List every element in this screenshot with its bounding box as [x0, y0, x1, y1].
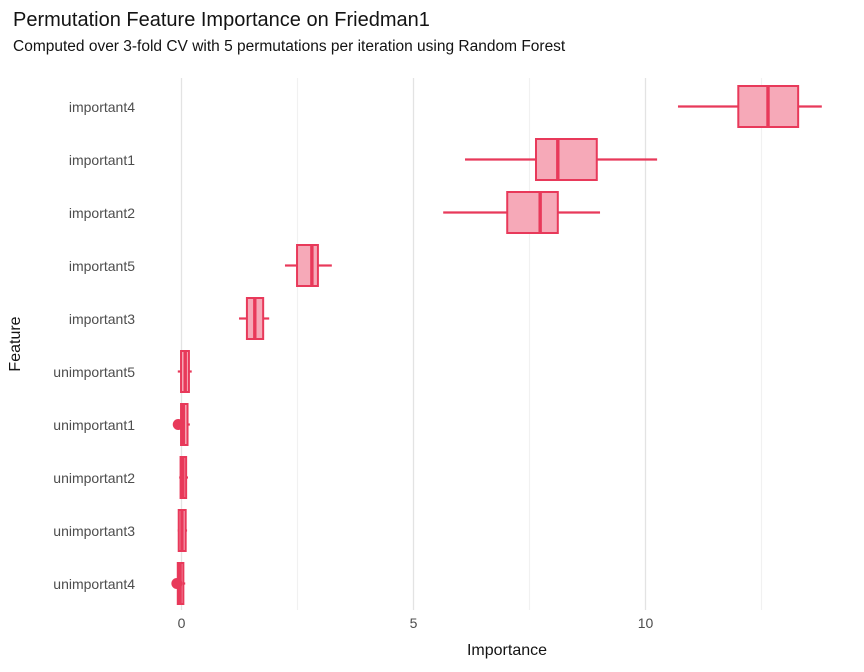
y-tick-label-unimportant5: unimportant5 [53, 363, 135, 380]
boxplot-important3 [239, 297, 270, 340]
y-tick-label-unimportant1: unimportant1 [53, 416, 135, 433]
y-tick-label-important2: important2 [68, 204, 135, 221]
x-tick-label: 0 [177, 615, 186, 631]
boxplot-unimportant4 [171, 562, 186, 605]
boxplot-unimportant1 [172, 403, 190, 446]
x-axis-title: Importance [466, 642, 548, 659]
boxplot-important4 [677, 85, 822, 128]
boxplot-unimportant3 [177, 509, 188, 552]
y-tick-label-important1: important1 [68, 151, 135, 168]
boxplot-important5 [284, 244, 332, 287]
x-tick-label: 5 [409, 615, 418, 631]
y-tick-label-important4: important4 [68, 98, 135, 115]
boxplot-unimportant2 [179, 456, 188, 499]
boxplot-important1 [465, 138, 658, 181]
iqr-box [296, 244, 319, 287]
y-tick-label-important3: important3 [68, 310, 135, 327]
y-tick-label-important5: important5 [68, 257, 135, 274]
y-tick-label-unimportant2: unimportant2 [53, 469, 135, 486]
outlier-point [171, 578, 183, 589]
y-tick-label-unimportant3: unimportant3 [53, 522, 135, 539]
chart-title: Permutation Feature Importance on Friedm… [13, 9, 430, 31]
y-axis-title: Feature [7, 316, 24, 372]
boxplot-important2 [443, 191, 601, 234]
x-tick-label: 10 [637, 615, 654, 631]
iqr-box [506, 191, 559, 234]
outlier-point [172, 419, 184, 430]
chart-subtitle: Computed over 3-fold CV with 5 permutati… [13, 38, 566, 55]
boxplot-unimportant5 [177, 350, 192, 393]
y-tick-label-unimportant4: unimportant4 [53, 575, 135, 592]
iqr-box [534, 138, 598, 181]
